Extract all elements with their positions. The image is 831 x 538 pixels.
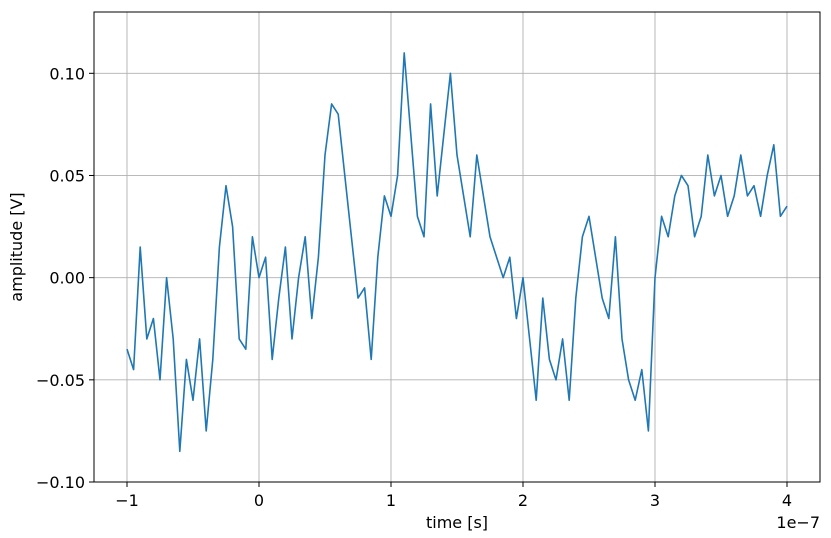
x-tick-label: 0 xyxy=(254,491,264,510)
series-line xyxy=(126,52,788,453)
y-tick-label: 0.05 xyxy=(49,166,85,185)
series-layer xyxy=(126,52,788,453)
x-tick-label: 2 xyxy=(518,491,528,510)
x-tick-label: 3 xyxy=(650,491,660,510)
y-tick-label: 0.10 xyxy=(49,64,85,83)
grid xyxy=(94,12,820,483)
x-tick-label: 1 xyxy=(386,491,396,510)
plot-frame xyxy=(93,11,821,483)
y-tick-label: 0.00 xyxy=(49,269,85,288)
x-tick-label: 4 xyxy=(782,491,792,510)
x-axis-label: time [s] xyxy=(426,513,488,532)
x-tick-label: −1 xyxy=(115,491,139,510)
y-tick-label: −0.05 xyxy=(36,371,85,390)
y-tick-label: −0.10 xyxy=(36,473,85,492)
y-axis-label: amplitude [V] xyxy=(7,192,26,301)
x-axis-offset-label: 1e−7 xyxy=(776,513,820,532)
ticks: −1 0 1 2 3 4 −0.10 −0.05 0.00 0.05 0.10 xyxy=(36,64,792,510)
